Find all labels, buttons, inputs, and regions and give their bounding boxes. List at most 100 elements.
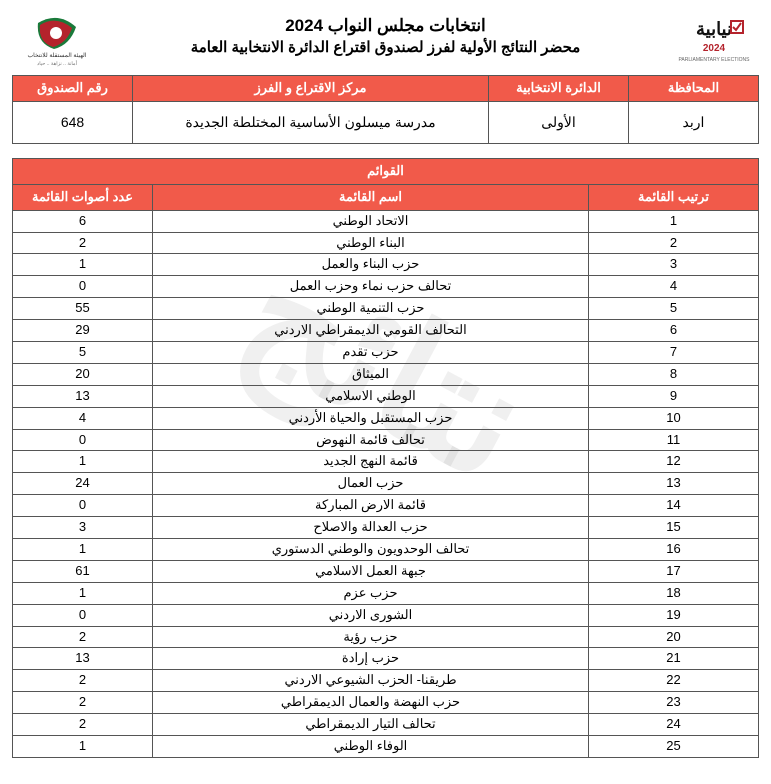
cell-name: حزب تقدم <box>153 342 589 364</box>
col-box: رقم الصندوق <box>13 76 133 102</box>
table-row: 11تحالف قائمة النهوض0 <box>13 429 759 451</box>
cell-votes: 2 <box>13 232 153 254</box>
cell-votes: 5 <box>13 342 153 364</box>
cell-name: تحالف حزب نماء وحزب العمل <box>153 276 589 298</box>
cell-votes: 61 <box>13 560 153 582</box>
val-district: الأولى <box>489 101 629 143</box>
cell-rank: 9 <box>589 385 759 407</box>
cell-votes: 20 <box>13 363 153 385</box>
col-district: الدائرة الانتخابية <box>489 76 629 102</box>
table-row: 15حزب العدالة والاصلاح3 <box>13 517 759 539</box>
cell-rank: 12 <box>589 451 759 473</box>
cell-votes: 0 <box>13 604 153 626</box>
cell-votes: 24 <box>13 473 153 495</box>
cell-votes: 1 <box>13 736 153 758</box>
logo-iec: الهيئة المستقلة للانتخاب أمانة .. نزاهة … <box>12 12 102 67</box>
table-row: 19الشورى الاردني0 <box>13 604 759 626</box>
cell-name: الوطني الاسلامي <box>153 385 589 407</box>
table-row: 21حزب إرادة13 <box>13 648 759 670</box>
table-row: 16تحالف الوحدويون والوطني الدستوري1 <box>13 539 759 561</box>
cell-rank: 23 <box>589 692 759 714</box>
logo-elections-2024: نيابية 2024 PARLIAMENTARY ELECTIONS <box>669 12 759 67</box>
table-row: 20حزب رؤية2 <box>13 626 759 648</box>
cell-rank: 24 <box>589 714 759 736</box>
val-governorate: اربد <box>629 101 759 143</box>
col-governorate: المحافظة <box>629 76 759 102</box>
cell-rank: 5 <box>589 298 759 320</box>
table-row: 18حزب عزم1 <box>13 582 759 604</box>
cell-rank: 17 <box>589 560 759 582</box>
table-row: 6التحالف القومي الديمقراطي الاردني29 <box>13 320 759 342</box>
cell-votes: 0 <box>13 429 153 451</box>
cell-rank: 2 <box>589 232 759 254</box>
cell-name: حزب النهضة والعمال الديمقراطي <box>153 692 589 714</box>
table-row: 17جبهة العمل الاسلامي61 <box>13 560 759 582</box>
cell-rank: 4 <box>589 276 759 298</box>
cell-votes: 13 <box>13 648 153 670</box>
table-row: 25الوفاء الوطني1 <box>13 736 759 758</box>
cell-votes: 2 <box>13 670 153 692</box>
col-name: اسم القائمة <box>153 184 589 210</box>
titles: انتخابات مجلس النواب 2024 محضر النتائج ا… <box>102 12 669 62</box>
cell-name: حزب رؤية <box>153 626 589 648</box>
cell-votes: 6 <box>13 210 153 232</box>
table-row: 2البناء الوطني2 <box>13 232 759 254</box>
cell-rank: 3 <box>589 254 759 276</box>
table-row: 5حزب التنمية الوطني55 <box>13 298 759 320</box>
svg-text:أمانة .. نزاهة .. حياد: أمانة .. نزاهة .. حياد <box>37 59 78 67</box>
cell-name: حزب إرادة <box>153 648 589 670</box>
cell-rank: 18 <box>589 582 759 604</box>
cell-votes: 1 <box>13 254 153 276</box>
title-sub: محضر النتائج الأولية لفرز لصندوق اقتراع … <box>102 38 669 56</box>
cell-rank: 13 <box>589 473 759 495</box>
col-votes: عدد أصوات القائمة <box>13 184 153 210</box>
cell-name: حزب العدالة والاصلاح <box>153 517 589 539</box>
cell-votes: 1 <box>13 451 153 473</box>
cell-name: قائمة النهج الجديد <box>153 451 589 473</box>
cell-votes: 2 <box>13 692 153 714</box>
cell-name: تحالف التيار الديمقراطي <box>153 714 589 736</box>
cell-rank: 25 <box>589 736 759 758</box>
cell-name: الوفاء الوطني <box>153 736 589 758</box>
svg-text:الهيئة المستقلة للانتخاب: الهيئة المستقلة للانتخاب <box>27 52 86 59</box>
table-row: 22طريقنا- الحزب الشيوعي الاردني2 <box>13 670 759 692</box>
table-row: 1الاتحاد الوطني6 <box>13 210 759 232</box>
cell-name: قائمة الارض المباركة <box>153 495 589 517</box>
cell-votes: 0 <box>13 276 153 298</box>
cell-name: حزب التنمية الوطني <box>153 298 589 320</box>
cell-rank: 16 <box>589 539 759 561</box>
cell-name: البناء الوطني <box>153 232 589 254</box>
lists-table: القوائم ترتيب القائمة اسم القائمة عدد أص… <box>12 158 759 758</box>
cell-rank: 19 <box>589 604 759 626</box>
header: نيابية 2024 PARLIAMENTARY ELECTIONS انتخ… <box>12 12 759 67</box>
cell-rank: 11 <box>589 429 759 451</box>
cell-rank: 15 <box>589 517 759 539</box>
cell-rank: 1 <box>589 210 759 232</box>
info-row: اربد الأولى مدرسة ميسلون الأساسية المختل… <box>13 101 759 143</box>
cell-votes: 13 <box>13 385 153 407</box>
cell-votes: 1 <box>13 539 153 561</box>
svg-text:نيابية: نيابية <box>696 19 732 39</box>
val-center: مدرسة ميسلون الأساسية المختلطة الجديدة <box>133 101 489 143</box>
cell-rank: 21 <box>589 648 759 670</box>
table-row: 9الوطني الاسلامي13 <box>13 385 759 407</box>
cell-votes: 3 <box>13 517 153 539</box>
table-row: 12قائمة النهج الجديد1 <box>13 451 759 473</box>
cell-name: حزب البناء والعمل <box>153 254 589 276</box>
cell-votes: 29 <box>13 320 153 342</box>
cell-name: طريقنا- الحزب الشيوعي الاردني <box>153 670 589 692</box>
cell-name: تحالف قائمة النهوض <box>153 429 589 451</box>
cell-name: الشورى الاردني <box>153 604 589 626</box>
cell-rank: 8 <box>589 363 759 385</box>
cell-votes: 55 <box>13 298 153 320</box>
info-table: المحافظة الدائرة الانتخابية مركز الاقترا… <box>12 75 759 144</box>
cell-name: جبهة العمل الاسلامي <box>153 560 589 582</box>
cell-rank: 7 <box>589 342 759 364</box>
cell-rank: 6 <box>589 320 759 342</box>
cell-name: تحالف الوحدويون والوطني الدستوري <box>153 539 589 561</box>
cell-votes: 2 <box>13 626 153 648</box>
table-row: 14قائمة الارض المباركة0 <box>13 495 759 517</box>
svg-text:2024: 2024 <box>703 43 726 54</box>
cell-votes: 0 <box>13 495 153 517</box>
col-center: مركز الاقتراع و الفرز <box>133 76 489 102</box>
